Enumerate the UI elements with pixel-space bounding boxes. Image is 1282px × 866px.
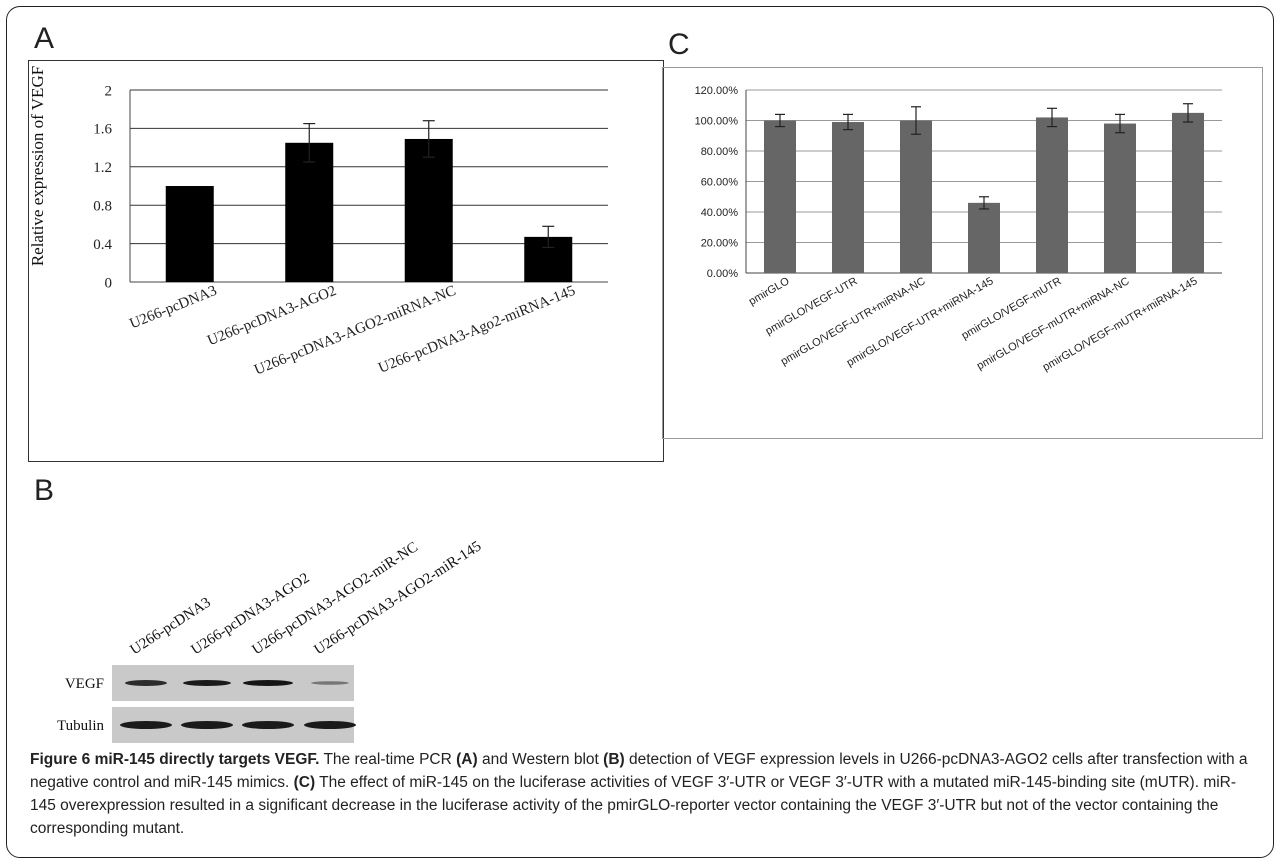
figure-frame bbox=[6, 6, 1274, 858]
panel-label-b: B bbox=[34, 474, 55, 507]
y-tick-label: 0.00% bbox=[707, 268, 738, 280]
blot-band bbox=[125, 680, 167, 686]
y-tick-label: 0.8 bbox=[93, 198, 112, 214]
caption-text-1: The real-time PCR bbox=[319, 751, 457, 768]
panel-label-c: C bbox=[668, 28, 690, 61]
bar bbox=[1104, 123, 1136, 273]
blot-row-label: Tubulin bbox=[57, 718, 104, 734]
bar bbox=[832, 122, 864, 274]
panel-label-a: A bbox=[34, 22, 55, 55]
blot-band bbox=[304, 721, 356, 729]
y-tick-label: 2 bbox=[105, 83, 113, 99]
panel-a-box bbox=[28, 60, 664, 462]
y-tick-label: 0 bbox=[105, 275, 113, 291]
blot-row-label: VEGF bbox=[65, 676, 104, 692]
y-tick-label: 1.2 bbox=[93, 160, 112, 176]
bar bbox=[165, 186, 214, 282]
caption-text-2: and Western blot bbox=[477, 751, 604, 768]
y-tick-label: 120.00% bbox=[695, 85, 739, 97]
bar bbox=[1036, 117, 1068, 273]
blot-band bbox=[183, 680, 231, 686]
y-tick-label: 1.6 bbox=[93, 122, 112, 138]
y-tick-label: 60.00% bbox=[701, 176, 739, 188]
y-tick-label: 20.00% bbox=[701, 237, 739, 249]
caption-text-4: The effect of miR-145 on the luciferase … bbox=[30, 774, 1237, 837]
caption-ref-b: (B) bbox=[603, 751, 625, 768]
bar bbox=[968, 202, 1000, 273]
bar bbox=[900, 120, 932, 273]
blot-band bbox=[120, 721, 172, 729]
y-tick-label: 0.4 bbox=[93, 237, 112, 253]
caption-ref-c: (C) bbox=[293, 774, 316, 791]
figure-caption: Figure 6 miR-145 directly targets VEGF. … bbox=[30, 748, 1260, 840]
y-tick-label: 80.00% bbox=[701, 146, 739, 158]
bar bbox=[404, 138, 453, 282]
caption-text-3: detection of VEGF expression levels in U… bbox=[30, 751, 1248, 791]
y-tick-label: 40.00% bbox=[701, 207, 739, 219]
y-axis-label: Relative expression of VEGF bbox=[28, 66, 47, 266]
y-tick-label: 100.00% bbox=[695, 115, 739, 127]
blot-band bbox=[311, 681, 349, 685]
bar bbox=[764, 120, 796, 273]
caption-ref-a: (A) bbox=[456, 751, 478, 768]
blot-band bbox=[243, 680, 293, 686]
bar bbox=[285, 142, 334, 282]
panel-c-box bbox=[662, 67, 1263, 439]
bar bbox=[1172, 112, 1204, 273]
caption-title: Figure 6 miR-145 directly targets VEGF. bbox=[30, 751, 320, 768]
blot-band bbox=[242, 721, 294, 729]
blot-band bbox=[181, 721, 233, 729]
